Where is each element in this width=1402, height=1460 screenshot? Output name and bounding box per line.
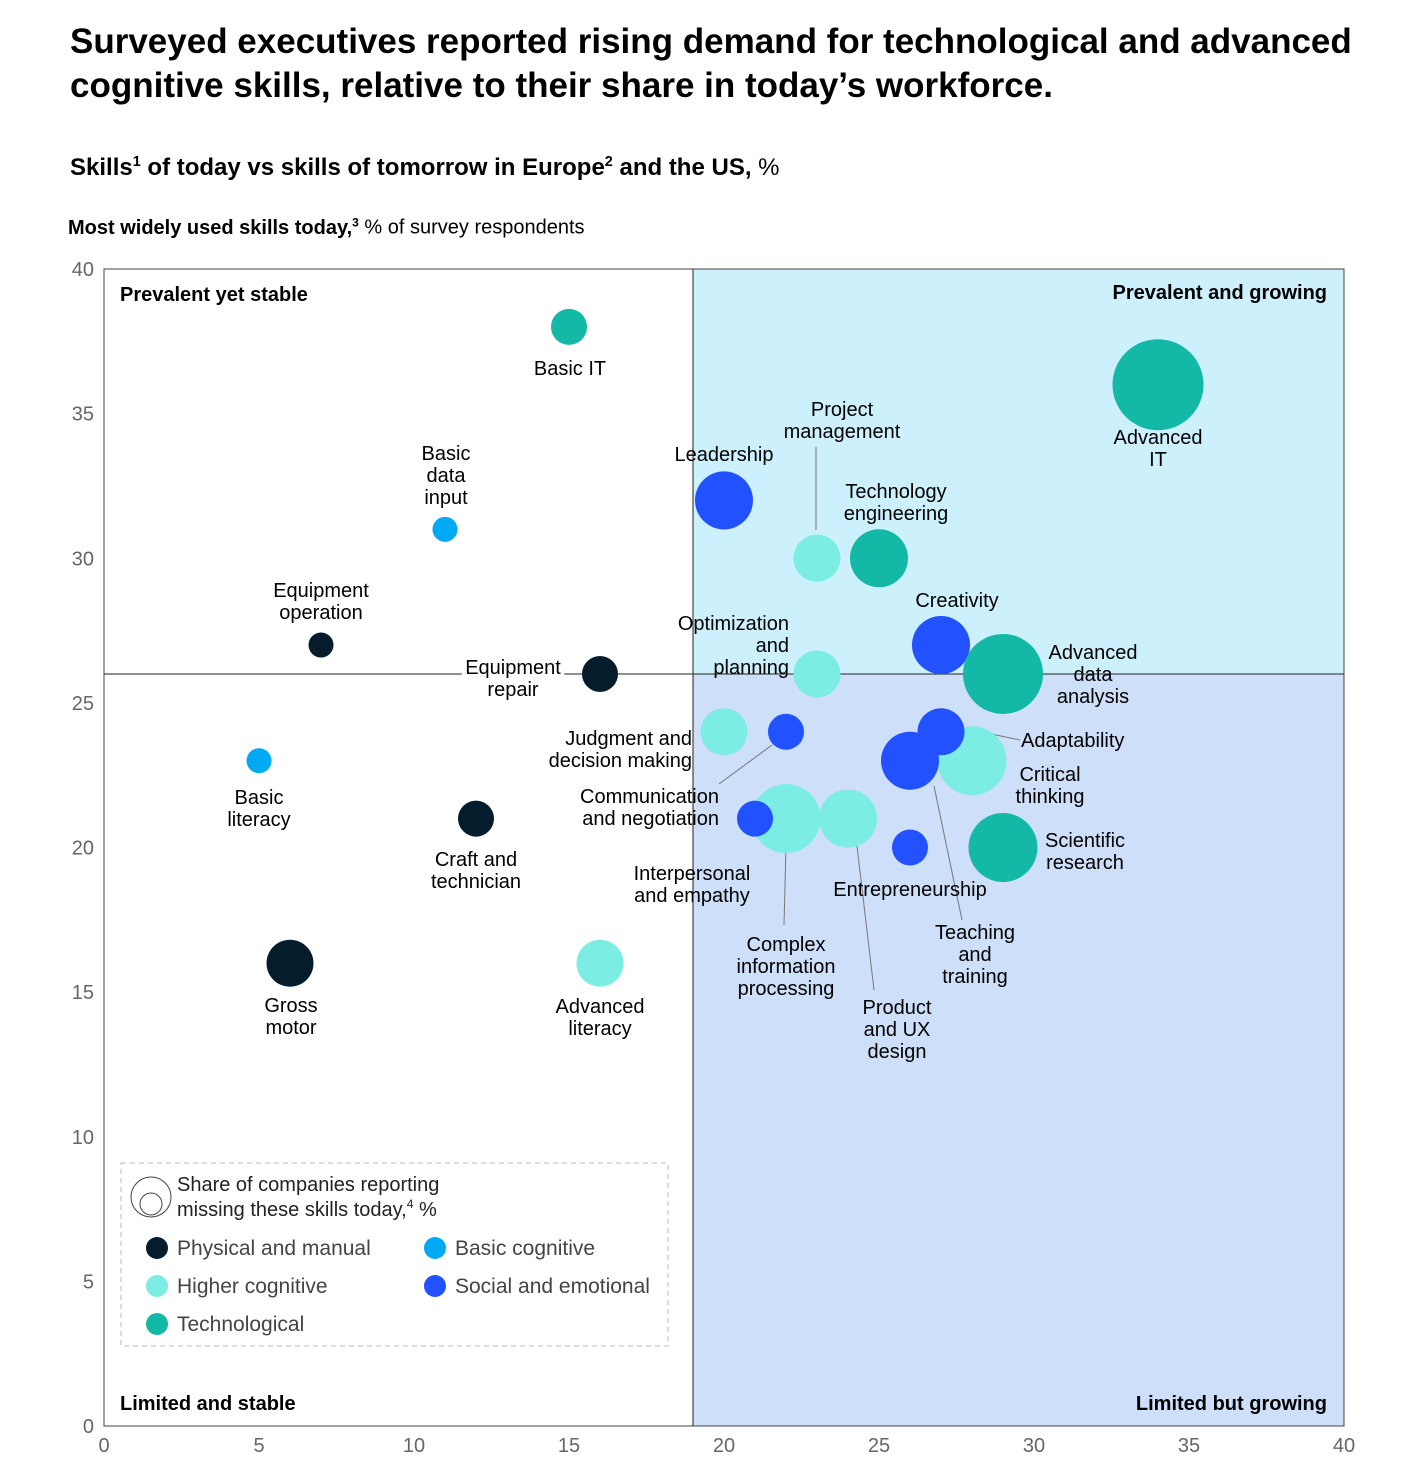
legend-size-circle-large <box>130 1176 172 1218</box>
bubble-gross-motor <box>266 939 314 987</box>
leader-line <box>783 845 787 926</box>
x-tick-label: 30 <box>1023 1435 1045 1457</box>
x-tick-label: 40 <box>1333 1435 1355 1457</box>
legend-swatch-higher-cognitive <box>146 1275 168 1297</box>
bubble-technology-engineering <box>850 529 908 588</box>
label-creativity: Creativity <box>915 590 998 612</box>
bubble-craft-and-technician <box>458 800 494 837</box>
bubble-communication-and-negotiation <box>768 713 804 750</box>
y-tick-label: 5 <box>83 1271 94 1293</box>
bubble-optimization-and-planning <box>793 650 841 698</box>
label-technology-engineering: Technology engineering <box>844 481 949 525</box>
bubble-equipment-repair <box>582 655 618 692</box>
legend-label-social-and-emotional: Social and emotional <box>455 1275 650 1298</box>
bubble-project-management <box>793 534 841 582</box>
legend-swatch-basic-cognitive <box>424 1237 446 1259</box>
leader-line <box>718 744 773 785</box>
bubble-advanced-it <box>1112 339 1204 431</box>
x-tick-label: 35 <box>1178 1435 1200 1457</box>
label-advanced-literacy: Advanced literacy <box>556 996 645 1040</box>
legend-swatch-social-and-emotional <box>424 1275 446 1297</box>
label-project-management: Project management <box>784 399 901 443</box>
chart-subtitle: Skills1 of today vs skills of tomorrow i… <box>70 154 780 181</box>
label-equipment-operation: Equipment operation <box>273 580 369 624</box>
legend-label-higher-cognitive: Higher cognitive <box>177 1275 328 1298</box>
bubble-adaptability <box>917 708 965 756</box>
y-axis-label: Most widely used skills today,3 % of sur… <box>68 215 585 239</box>
bubble-advanced-literacy <box>576 939 624 987</box>
x-tick-label: 15 <box>558 1435 580 1457</box>
quadrant-label-bottom-left: Limited and stable <box>120 1393 296 1415</box>
label-advanced-data-analysis: Advanced data analysis <box>1049 642 1138 708</box>
y-tick-label: 10 <box>72 1127 94 1149</box>
label-product-and-ux-design: Product and UX design <box>863 997 932 1063</box>
label-gross-motor: Gross motor <box>264 995 317 1039</box>
label-equipment-repair: Equipment repair <box>465 657 561 701</box>
x-tick-label: 0 <box>98 1435 109 1457</box>
label-optimization-and-planning: Optimization and planning <box>678 613 789 679</box>
leader-line <box>856 845 875 991</box>
label-basic-it: Basic IT <box>534 358 606 380</box>
label-adaptability: Adaptability <box>1021 730 1124 752</box>
label-craft-and-technician: Craft and technician <box>431 849 521 893</box>
label-basic-literacy: Basic literacy <box>227 787 290 831</box>
legend-label-physical-and-manual: Physical and manual <box>177 1237 371 1260</box>
quadrant-label-bottom-right: Limited but growing <box>1136 1393 1327 1415</box>
bubble-scientific-research <box>968 813 1038 882</box>
legend-size-title: Share of companies reporting missing thes… <box>177 1174 439 1221</box>
y-tick-label: 35 <box>72 404 94 426</box>
y-tick-label: 30 <box>72 548 94 570</box>
bubble-interpersonal-and-empathy <box>737 800 773 837</box>
y-tick-label: 25 <box>72 693 94 715</box>
legend-size-circle-small <box>139 1192 163 1216</box>
label-judgment-and-decision-making: Judgment and decision making <box>549 728 692 772</box>
y-tick-label: 15 <box>72 982 94 1004</box>
quadrant-top-right-bg <box>693 269 1344 674</box>
bubble-entrepreneurship <box>892 829 928 866</box>
y-tick-label: 20 <box>72 838 94 860</box>
bubble-basic-it <box>551 308 587 345</box>
label-complex-information-processing: Complex information processing <box>737 934 836 1000</box>
quadrant-label-top-right: Prevalent and growing <box>1113 282 1327 304</box>
legend-label-basic-cognitive: Basic cognitive <box>455 1237 595 1260</box>
x-tick-label: 5 <box>253 1435 264 1457</box>
bubble-basic-literacy <box>246 748 272 774</box>
legend-box <box>120 1162 669 1347</box>
quadrant-label-top-left: Prevalent yet stable <box>120 284 308 306</box>
label-teaching-and-training: Teaching and training <box>935 922 1015 988</box>
leader-line <box>933 785 963 921</box>
bubble-product-and-ux-design <box>819 789 877 848</box>
label-scientific-research: Scientific research <box>1045 830 1125 874</box>
label-advanced-it: Advanced IT <box>1114 427 1203 471</box>
x-tick-label: 25 <box>868 1435 890 1457</box>
bubble-basic-data-input <box>432 516 458 542</box>
bubble-advanced-data-analysis <box>963 633 1043 714</box>
legend-swatch-physical-and-manual <box>146 1237 168 1259</box>
legend-swatch-technological <box>146 1313 168 1335</box>
label-critical-thinking: Critical thinking <box>1016 764 1085 808</box>
x-tick-label: 10 <box>403 1435 425 1457</box>
bubble-leadership <box>695 471 753 530</box>
label-background <box>461 655 565 705</box>
bubble-complex-information-processing <box>751 784 821 854</box>
label-leadership: Leadership <box>675 444 774 466</box>
label-interpersonal-and-empathy: Interpersonal and empathy <box>634 863 751 907</box>
bubble-equipment-operation <box>308 632 334 658</box>
chart-title: Surveyed executives reported rising dema… <box>70 22 1352 105</box>
y-tick-label: 40 <box>72 259 94 281</box>
plot-frame <box>103 268 1345 1427</box>
label-basic-data-input: Basic data input <box>422 443 471 509</box>
legend-label-technological: Technological <box>177 1313 304 1336</box>
x-tick-label: 20 <box>713 1435 735 1457</box>
bubble-judgment-and-decision-making <box>700 708 748 756</box>
y-tick-label: 0 <box>83 1416 94 1438</box>
label-communication-and-negotiation: Communication and negotiation <box>580 786 719 830</box>
bubble-creativity <box>912 616 970 675</box>
label-entrepreneurship: Entrepreneurship <box>833 879 986 901</box>
